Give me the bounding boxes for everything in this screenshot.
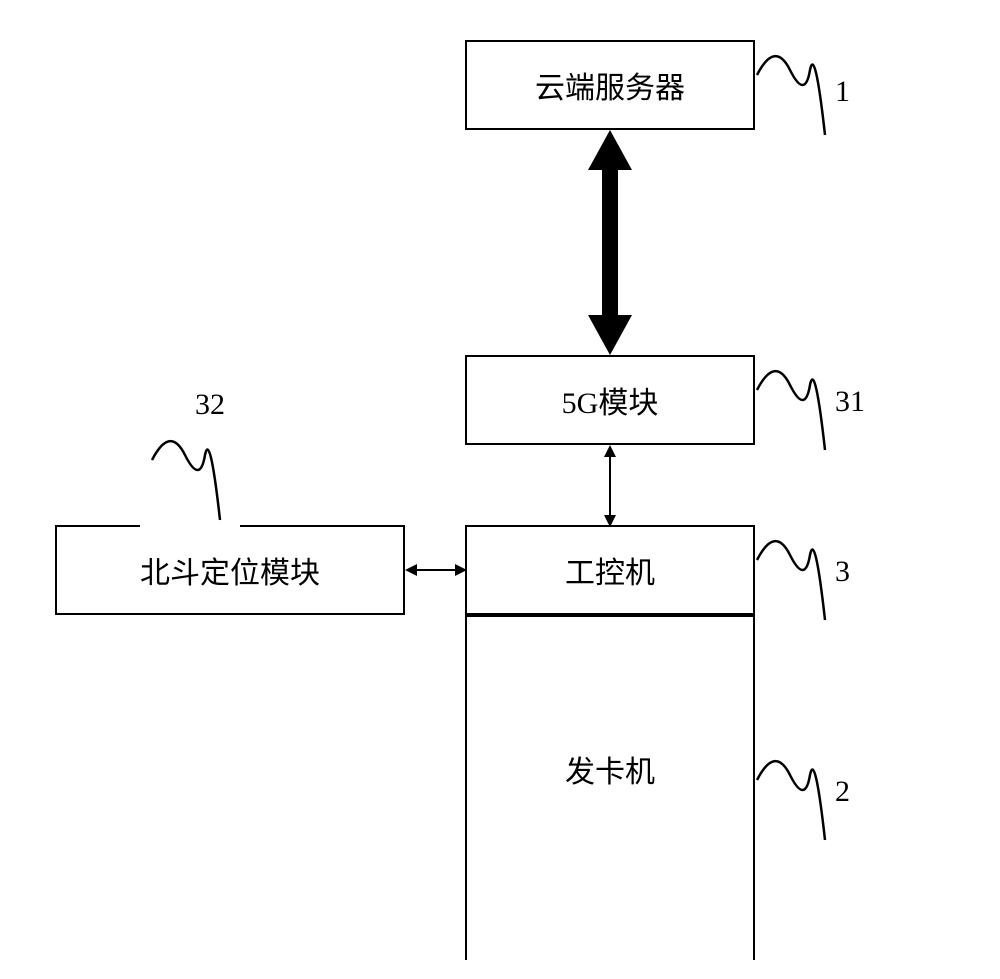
callout-label-32: 32	[195, 388, 225, 422]
callout-squiggle-31	[755, 355, 835, 455]
card-machine-label: 发卡机	[565, 747, 655, 791]
ipc-box: 工控机	[465, 525, 755, 615]
fiveg-module-label: 5G模块	[562, 378, 659, 422]
fiveg-module-box: 5G模块	[465, 355, 755, 445]
callout-squiggle-3	[755, 525, 835, 625]
callout-label-31: 31	[835, 385, 865, 419]
beidou-module-box: 北斗定位模块	[55, 525, 405, 615]
callout-squiggle-32-mirror	[150, 425, 230, 525]
callout-label-1: 1	[835, 75, 850, 109]
thick-double-arrow	[580, 130, 640, 357]
callout-squiggle-1	[755, 40, 835, 140]
beidou-module-label: 北斗定位模块	[140, 548, 320, 592]
callout-label-2: 2	[835, 775, 850, 809]
card-machine-box: 发卡机	[465, 615, 755, 960]
thin-double-arrow-vertical	[600, 445, 620, 527]
thin-double-arrow-horizontal	[405, 560, 467, 580]
callout-label-3: 3	[835, 555, 850, 589]
cloud-server-box: 云端服务器	[465, 40, 755, 130]
ipc-label: 工控机	[565, 548, 655, 592]
callout-squiggle-2	[755, 745, 835, 845]
cloud-server-label: 云端服务器	[535, 63, 685, 107]
